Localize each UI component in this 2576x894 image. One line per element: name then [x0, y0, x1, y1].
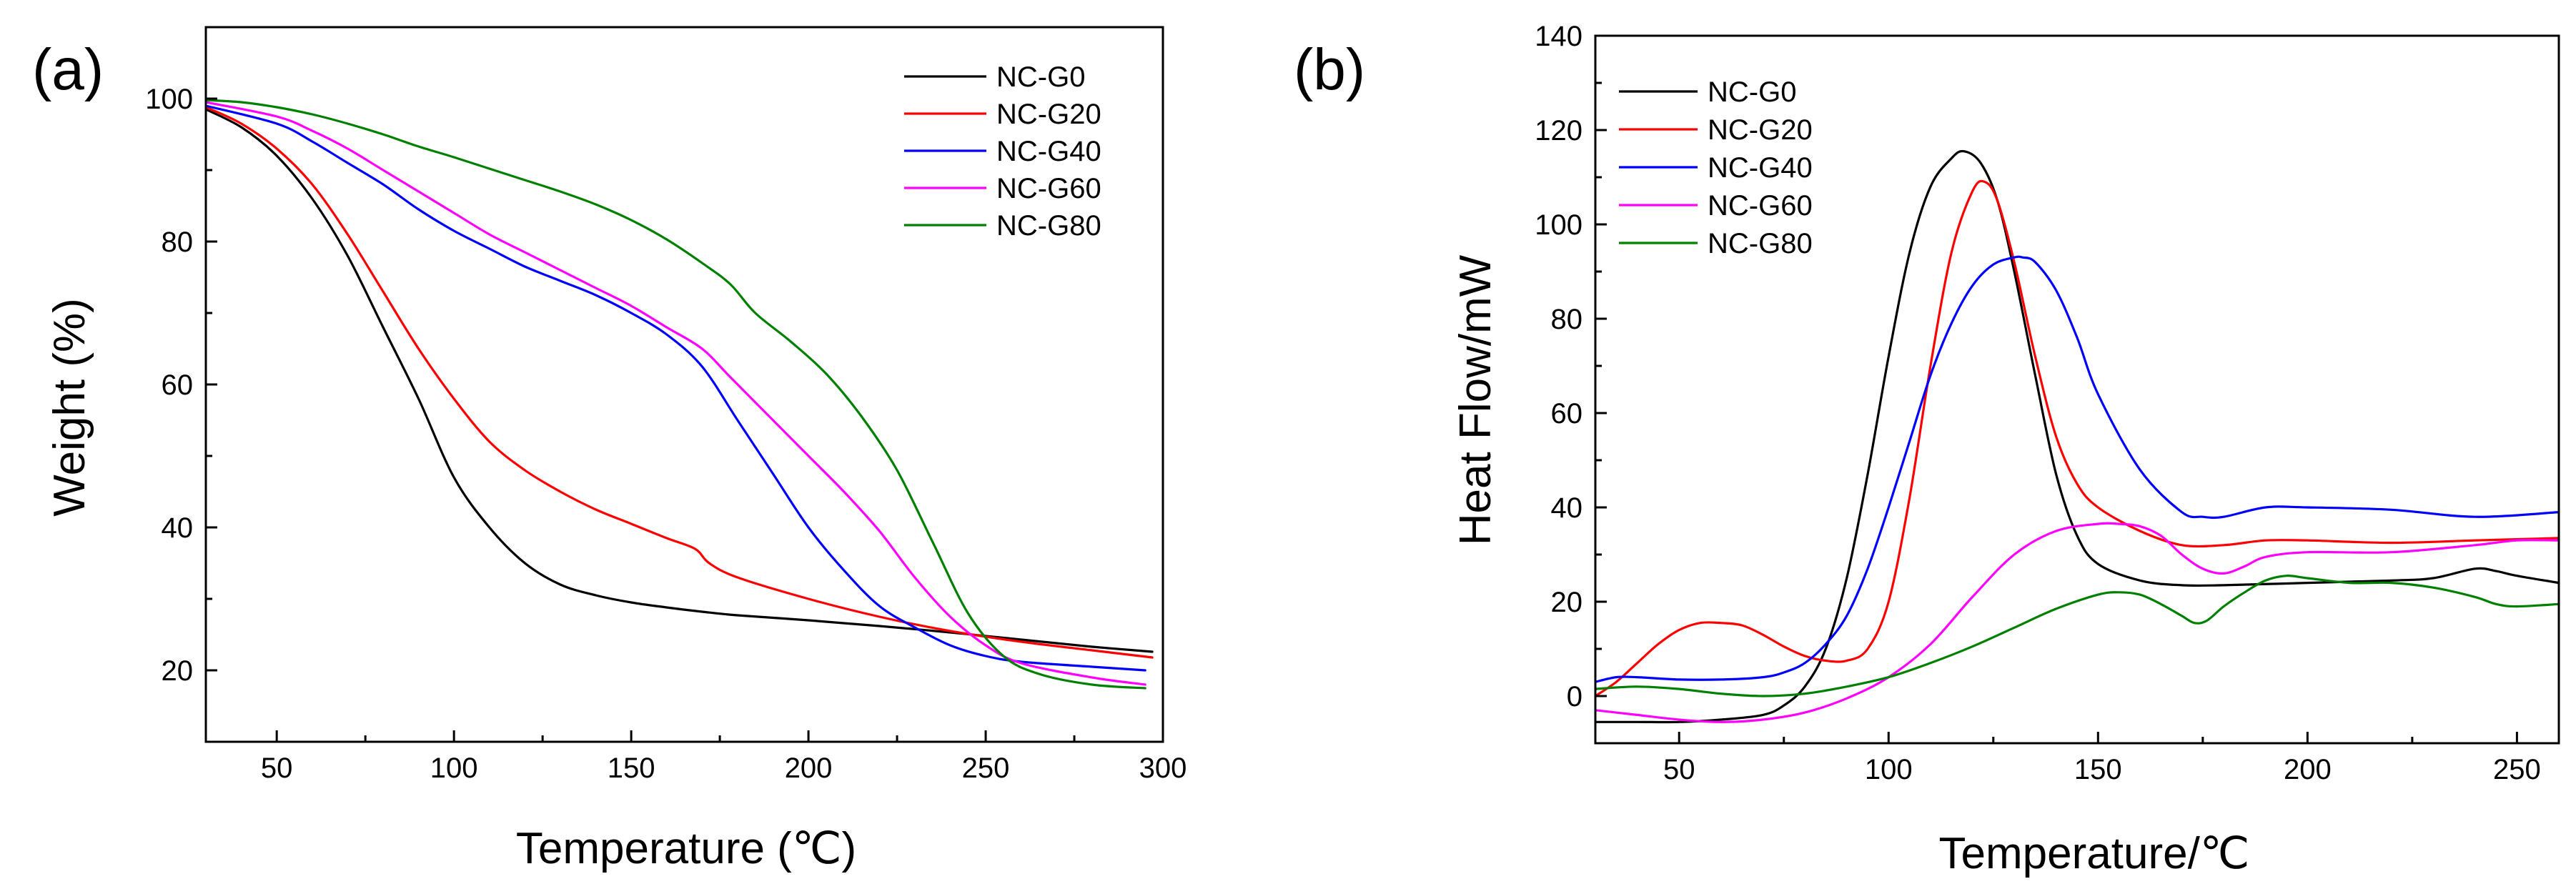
panel-b-y-tick-label: 60 — [1551, 398, 1583, 429]
panel-a-x-tick-label: 50 — [261, 753, 293, 784]
panel-b-y-tick-label: 140 — [1535, 21, 1582, 52]
panel-b-x-tick-label: 250 — [2493, 754, 2541, 785]
panel-a-legend-label: NC-G40 — [996, 136, 1101, 167]
panel-b-heat-flow-chart: (b) 50 100 150 200 250 0 20 40 60 80 100 120 140 Tem… — [1294, 21, 2560, 878]
panel-a-x-tick-label: 200 — [785, 753, 833, 784]
panel-b-x-tick-label: 100 — [1865, 754, 1913, 785]
panel-a-legend: NC-G0 NC-G20 NC-G40 NC-G60 NC-G80 — [904, 61, 1101, 242]
panel-b-label: (b) — [1294, 37, 1365, 102]
panel-a-x-tick-label: 100 — [430, 753, 478, 784]
panel-b-plot-frame — [1594, 34, 2560, 745]
panel-b-y-axis-title: Heat Flow/mW — [1451, 254, 1500, 545]
panel-a-series-line-nc-g40 — [206, 104, 1146, 672]
panel-b-x-tick-label: 50 — [1663, 754, 1695, 785]
panel-a-legend-label: NC-G0 — [996, 61, 1085, 93]
panel-b-series-line-nc-g20 — [1595, 179, 2559, 697]
panel-a-x-tick-label: 250 — [962, 753, 1010, 784]
panel-a-y-tick-label: 60 — [162, 369, 194, 401]
panel-a-x-tick-label: 150 — [608, 753, 655, 784]
panel-b-series-line-nc-g80 — [1595, 575, 2559, 697]
panel-b-x-axis-title: Temperature/℃ — [1939, 829, 2250, 878]
panel-b-y-tick-label: 80 — [1551, 304, 1583, 335]
panel-b-y-tick-label: 40 — [1551, 492, 1583, 524]
panel-b-legend-label: NC-G20 — [1708, 114, 1813, 146]
panel-a-plot-frame — [204, 26, 1164, 743]
panel-a-y-axis-title: Weight (%) — [45, 298, 94, 517]
panel-a-y-tick-label: 80 — [162, 227, 194, 258]
panel-a-x-tick-label: 300 — [1139, 753, 1187, 784]
panel-b-x-tick-label: 200 — [2284, 754, 2332, 785]
panel-a-y-tick-label: 20 — [162, 655, 194, 687]
panel-a-x-axis-title: Temperature (℃) — [516, 824, 856, 873]
panel-b-legend-label: NC-G80 — [1708, 228, 1813, 259]
panel-a-series-line-nc-g0 — [206, 108, 1154, 653]
panel-b-legend-label: NC-G0 — [1708, 76, 1796, 108]
panel-a-series-line-nc-g20 — [206, 106, 1154, 659]
panel-a-weight-chart: (a) 50 100 150 200 250 300 20 40 60 80 100 Tempera… — [32, 26, 1187, 873]
panel-b-y-tick-label: 20 — [1551, 587, 1583, 618]
panel-a-series-line-nc-g60 — [206, 101, 1146, 686]
panel-a-series-line-nc-g80 — [206, 99, 1146, 690]
panel-b-legend-label: NC-G40 — [1708, 152, 1813, 184]
panel-b-y-tick-label: 100 — [1535, 209, 1582, 241]
panel-b-legend-label: NC-G60 — [1708, 190, 1813, 222]
panel-a-legend-label: NC-G80 — [996, 210, 1101, 242]
panel-b-series-line-nc-g40 — [1595, 255, 2559, 683]
panel-a-y-tick-label: 100 — [145, 84, 193, 115]
panel-b-y-tick-label: 120 — [1535, 115, 1582, 146]
panel-a-label: (a) — [32, 37, 104, 102]
panel-b-legend: NC-G0 NC-G20 NC-G40 NC-G60 NC-G80 — [1619, 76, 1813, 259]
panel-b-y-tick-label: 0 — [1567, 681, 1582, 712]
panel-b-series-line-nc-g60 — [1595, 522, 2559, 723]
panel-a-legend-label: NC-G20 — [996, 99, 1101, 130]
panel-b-x-tick-label: 150 — [2074, 754, 2122, 785]
panel-a-legend-label: NC-G60 — [996, 173, 1101, 204]
panel-a-y-tick-label: 40 — [162, 512, 194, 544]
